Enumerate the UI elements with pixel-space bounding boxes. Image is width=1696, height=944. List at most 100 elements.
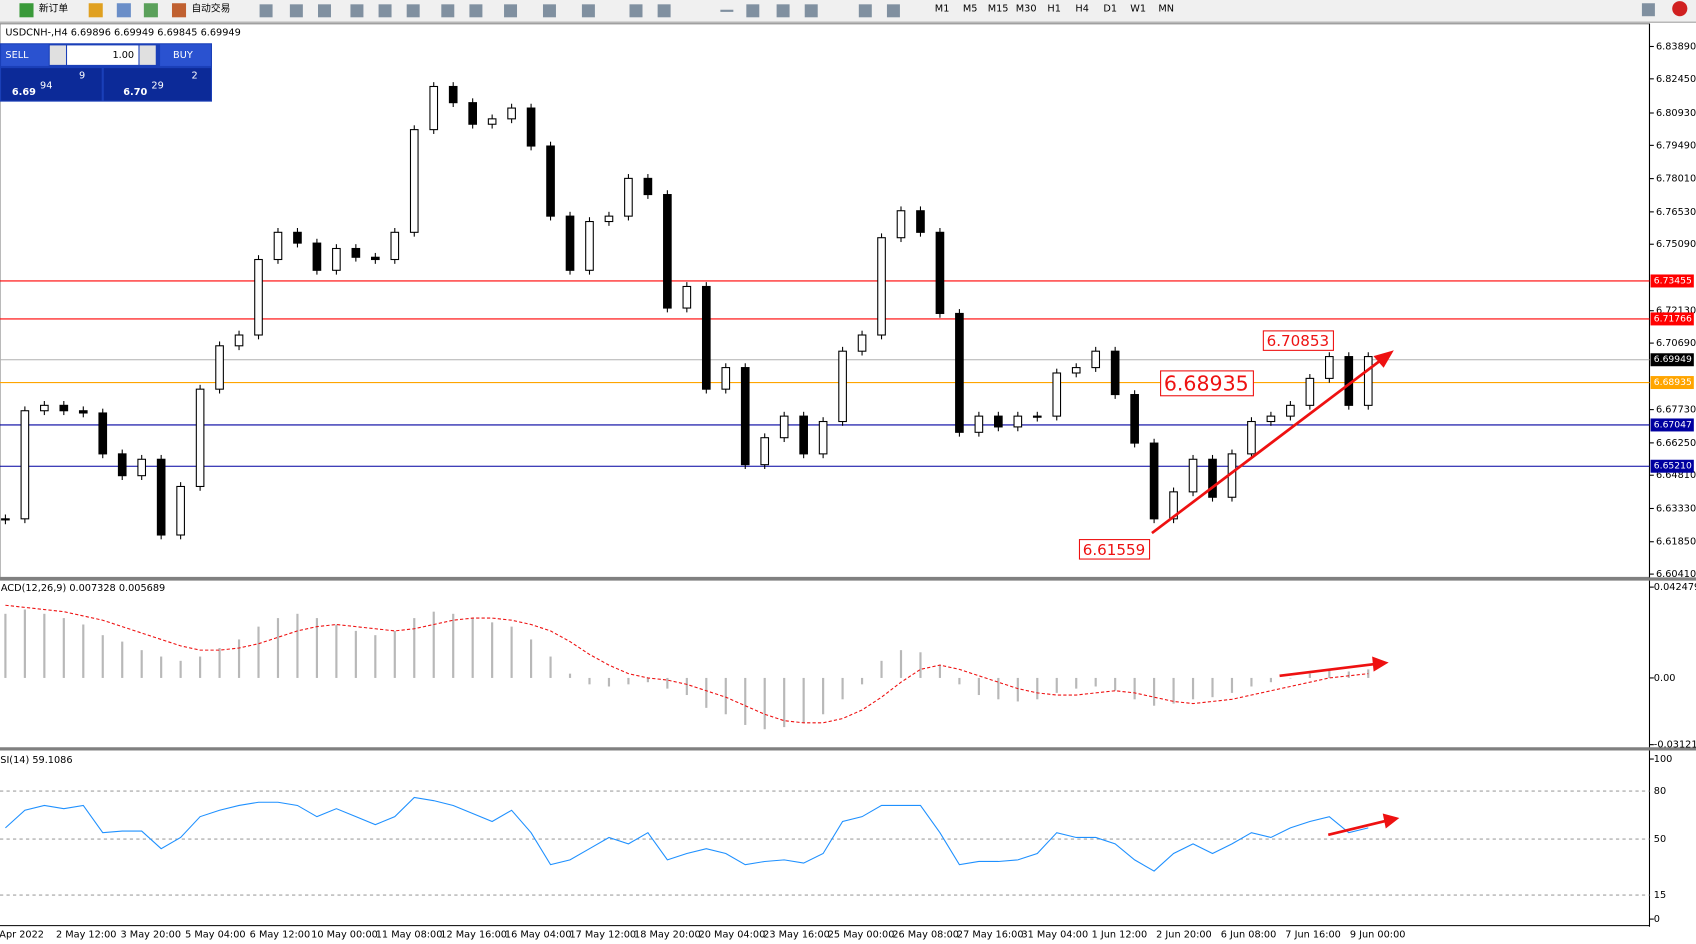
price-annotation-box: [1262, 330, 1334, 351]
candle: [137, 458, 147, 477]
toolbar-icon[interactable]: [776, 4, 790, 18]
candle: [98, 412, 108, 455]
toolbar-icon[interactable]: [88, 3, 103, 18]
candle: [935, 231, 945, 314]
candle: [487, 118, 497, 125]
macd-bar: [43, 613, 46, 678]
candle: [1013, 415, 1023, 428]
buy-price-box[interactable]: [103, 68, 211, 101]
buy-button[interactable]: [160, 44, 211, 66]
timeframe-button[interactable]: MN: [1158, 4, 1174, 15]
new-order-icon[interactable]: [19, 3, 34, 18]
buy-price-big: 6.70: [123, 87, 147, 98]
x-tick-label: 9 Jun 00:00: [1350, 929, 1406, 940]
toolbar-icon[interactable]: [289, 4, 303, 18]
toolbar-icon[interactable]: [886, 4, 900, 18]
y-tick-label: 0.00: [1654, 673, 1676, 684]
y-tick-label: 6.76530: [1656, 207, 1696, 218]
macd-bar: [666, 677, 669, 689]
sell-label: SELL: [5, 50, 29, 61]
candle: [663, 194, 672, 309]
candle: [877, 237, 886, 336]
new-order-button[interactable]: 新订单: [39, 2, 68, 15]
sell-button[interactable]: [1, 44, 49, 66]
lots-down[interactable]: [49, 45, 66, 65]
candle: [565, 215, 575, 271]
toolbar-icon[interactable]: [746, 4, 760, 18]
toolbar-icon[interactable]: [542, 4, 556, 18]
macd-bar: [160, 656, 163, 678]
toolbar-icon[interactable]: [504, 4, 518, 18]
y-tick-label: 6.63330: [1656, 503, 1696, 514]
x-tick-label: 23 May 16:00: [763, 929, 830, 940]
timeframe-button[interactable]: W1: [1130, 4, 1146, 15]
macd-bar: [1269, 677, 1272, 683]
price-annotation-box: [1078, 539, 1151, 560]
price-label-bg: [1650, 418, 1694, 432]
timeframe-button[interactable]: H4: [1075, 4, 1089, 15]
lots-input[interactable]: [67, 45, 139, 65]
x-tick-label: 25 May 00:00: [828, 929, 895, 940]
macd-bar: [413, 618, 416, 678]
macd-bar: [237, 639, 241, 678]
candle: [59, 404, 69, 412]
toolbar-icon[interactable]: [143, 3, 158, 18]
toolbar-icon[interactable]: [469, 4, 483, 18]
timeframe-button[interactable]: H1: [1047, 4, 1061, 15]
candle: [1247, 420, 1256, 455]
price-label: 6.65210: [1654, 461, 1692, 472]
candle: [1071, 367, 1081, 374]
toolbar-icon[interactable]: [406, 4, 420, 18]
y-tick-label: 6.66250: [1656, 438, 1696, 449]
macd-bar: [685, 677, 688, 696]
toolbar-icon[interactable]: [116, 3, 131, 18]
toolbar-icon[interactable]: [720, 9, 734, 12]
toolbar-icon[interactable]: [858, 4, 872, 18]
candle: [624, 177, 633, 217]
toolbar-icon[interactable]: [350, 4, 364, 18]
sell-price-box[interactable]: [1, 68, 102, 101]
toolbar-icon[interactable]: [581, 4, 595, 18]
timeframe-button[interactable]: M5: [963, 4, 978, 15]
y-tick-label: 6.72130: [1656, 306, 1696, 317]
toolbar-icon[interactable]: [804, 4, 818, 18]
trend-arrow: [1151, 357, 1384, 535]
macd-bar: [588, 677, 591, 685]
auto-trade-button[interactable]: 自动交易: [191, 2, 230, 15]
y-tick-label: 6.75090: [1656, 239, 1696, 250]
macd-bar: [179, 660, 182, 678]
candle: [1169, 491, 1178, 520]
timeframe-button[interactable]: M30: [1016, 4, 1037, 15]
search-icon[interactable]: [1641, 3, 1655, 17]
rsi-arrow: [1327, 819, 1387, 837]
macd-bar: [335, 624, 338, 678]
price-annotation-box: [1160, 370, 1254, 397]
arrow-head: [1373, 350, 1394, 368]
candle: [390, 231, 400, 261]
price-label-bg: [1650, 274, 1694, 288]
timeframe-button[interactable]: D1: [1103, 4, 1117, 15]
y-tick-label: 6.78010: [1656, 174, 1696, 185]
candle: [351, 247, 361, 258]
toolbar-icon[interactable]: [259, 4, 273, 18]
price-label-bg: [1650, 459, 1694, 473]
timeframe-button[interactable]: M15: [988, 4, 1009, 15]
toolbar-icon[interactable]: [318, 4, 331, 18]
macd-arrow: [1279, 662, 1377, 678]
toolbar-icon[interactable]: [378, 4, 392, 18]
price-label-bg: [1650, 376, 1694, 390]
x-tick-label: 20 May 04:00: [699, 929, 766, 940]
toolbar-icon[interactable]: [629, 4, 643, 18]
candle: [1, 518, 10, 521]
candle: [760, 437, 770, 466]
toolbar-icon[interactable]: [657, 4, 671, 18]
x-tick-label: Apr 2022: [0, 929, 44, 940]
lots-up[interactable]: [139, 45, 156, 65]
y-tick-label: 6.61850: [1656, 537, 1696, 548]
toolbar-icon[interactable]: [441, 4, 455, 18]
timeframe-button[interactable]: M1: [935, 4, 950, 15]
notification-badge[interactable]: [1672, 1, 1688, 17]
x-tick-label: 17 May 12:00: [569, 929, 636, 940]
auto-trade-icon[interactable]: [171, 3, 187, 18]
y-tick-label: 0.042479: [1654, 582, 1696, 593]
